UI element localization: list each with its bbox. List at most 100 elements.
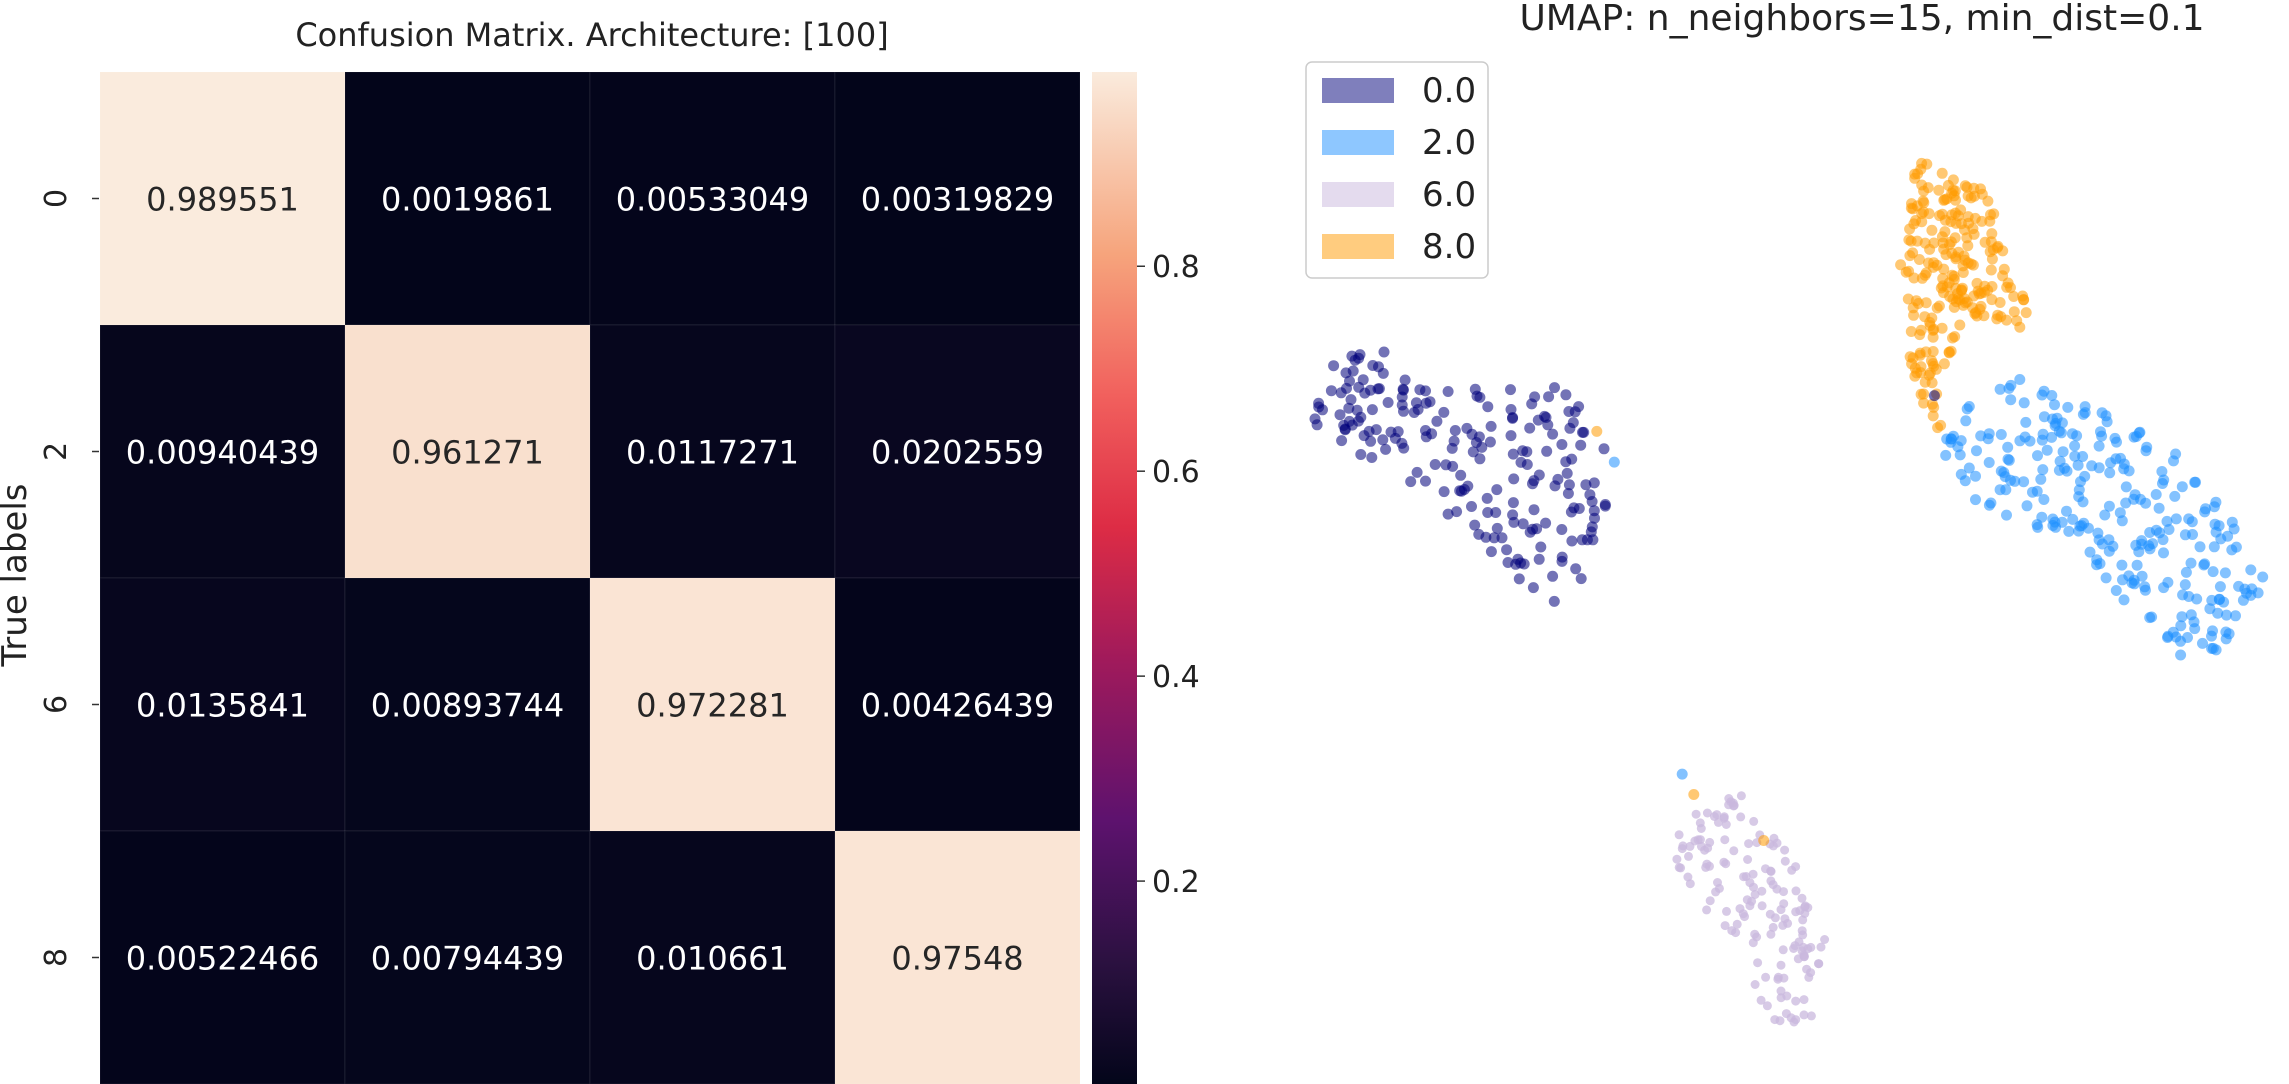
scatter-point xyxy=(2036,389,2048,401)
heatmap-cell xyxy=(589,71,836,326)
scatter-point xyxy=(2021,500,2033,512)
scatter-point xyxy=(2208,541,2220,553)
scatter-point xyxy=(1566,535,1578,547)
scatter-point xyxy=(1787,865,1797,875)
scatter-point xyxy=(1507,448,1519,460)
scatter-point xyxy=(2046,390,2058,401)
scatter-point xyxy=(1540,517,1552,529)
colorbar-ticks: 0.2 0.4 0.6 0.8 xyxy=(1137,250,1200,900)
scatter-point xyxy=(2153,502,2165,514)
scatter-point xyxy=(1916,272,1928,284)
scatter-point xyxy=(1738,909,1748,919)
scatter-point xyxy=(2067,513,2079,525)
scatter-point xyxy=(2128,431,2140,443)
legend-label: 8.0 xyxy=(1422,227,1476,267)
scatter-point xyxy=(2209,518,2221,530)
scatter-point xyxy=(1722,906,1731,916)
scatter-point xyxy=(1702,905,1712,915)
scatter-point xyxy=(2061,505,2072,517)
scatter-point xyxy=(1591,425,1603,437)
scatter-point xyxy=(1556,551,1568,563)
row-tick-label: 0 xyxy=(39,189,74,208)
scatter-point xyxy=(1366,452,1378,463)
heatmap-cell-value: 0.00522466 xyxy=(126,940,319,978)
scatter-point xyxy=(2041,444,2053,456)
scatter-point xyxy=(1999,471,2011,483)
scatter-point xyxy=(2053,425,2065,437)
scatter-point xyxy=(1677,844,1687,854)
scatter-point xyxy=(1367,360,1379,371)
scatter-point xyxy=(1702,859,1712,869)
scatter-point xyxy=(2206,630,2217,642)
scatter-point xyxy=(1382,397,1394,408)
scatter-point xyxy=(1959,254,1971,266)
scatter-point xyxy=(1933,184,1945,196)
scatter-point xyxy=(1780,914,1790,924)
scatter-point xyxy=(1908,218,1920,230)
scatter-point xyxy=(1978,286,1990,298)
scatter-point xyxy=(1543,391,1555,403)
scatter-point xyxy=(2005,394,2017,406)
scatter-point xyxy=(1967,259,1979,271)
scatter-point xyxy=(1975,430,1987,442)
scatter-point xyxy=(2107,540,2119,552)
scatter-point xyxy=(2161,515,2173,527)
scatter-point xyxy=(1979,236,1991,248)
scatter-point xyxy=(1950,251,1962,263)
scatter-point xyxy=(1736,791,1746,801)
scatter-point xyxy=(1482,401,1494,413)
scatter-point xyxy=(2037,464,2049,476)
scatter-point xyxy=(1467,446,1479,458)
heatmap-cell xyxy=(834,324,1081,579)
scatter-point xyxy=(2185,609,2197,621)
scatter-point xyxy=(2099,509,2111,521)
scatter-point xyxy=(1693,835,1703,845)
scatter-point xyxy=(2049,399,2060,411)
scatter-point xyxy=(1988,208,2000,220)
heatmap-cell xyxy=(344,577,591,832)
scatter-point xyxy=(2005,282,2016,294)
scatter-point xyxy=(2014,374,2026,385)
heatmap-cell xyxy=(589,830,836,1084)
legend-swatch xyxy=(1322,78,1394,103)
scatter-point xyxy=(1542,419,1554,431)
scatter-point xyxy=(1429,459,1441,470)
scatter-point xyxy=(1950,282,1962,294)
scatter-point xyxy=(1449,425,1461,436)
scatter-point xyxy=(1378,346,1390,358)
heatmap-cell xyxy=(834,577,1081,832)
scatter-points xyxy=(1309,157,2269,1027)
scatter-point xyxy=(1779,899,1789,909)
scatter-point xyxy=(1744,839,1754,849)
scatter-point xyxy=(1962,240,1974,252)
scatter-point xyxy=(1556,439,1568,450)
colorbar-tick-label: 0.2 xyxy=(1152,865,1200,900)
scatter-point xyxy=(1688,789,1700,800)
scatter-point xyxy=(1411,466,1423,478)
scatter-point xyxy=(2168,455,2179,467)
scatter-point xyxy=(1541,445,1553,457)
scatter-point xyxy=(1732,919,1742,929)
scatter-point xyxy=(1911,367,1923,379)
scatter-point xyxy=(1936,322,1948,334)
scatter-point xyxy=(2157,478,2168,489)
heatmap-cell-value: 0.0202559 xyxy=(871,434,1044,472)
scatter-point xyxy=(1791,1015,1801,1025)
scatter-point xyxy=(2175,649,2187,661)
scatter-point xyxy=(2199,506,2211,518)
umap-title: UMAP: n_neighbors=15, min_dist=0.1 xyxy=(1519,0,2204,39)
colorbar-tick-label: 0.6 xyxy=(1152,455,1200,490)
scatter-point xyxy=(1994,383,2006,395)
scatter-point xyxy=(1684,851,1693,861)
row-tick-label: 2 xyxy=(39,442,74,461)
scatter-point xyxy=(1588,477,1600,489)
scatter-point xyxy=(2207,566,2219,578)
scatter-point xyxy=(1918,206,1929,218)
scatter-point xyxy=(1366,404,1378,416)
scatter-point xyxy=(1750,980,1760,989)
scatter-point xyxy=(2018,294,2030,306)
scatter-point xyxy=(1420,431,1432,443)
colorbar-tick-label: 0.4 xyxy=(1152,660,1200,695)
scatter-point xyxy=(2158,547,2169,559)
scatter-point xyxy=(1780,845,1790,855)
